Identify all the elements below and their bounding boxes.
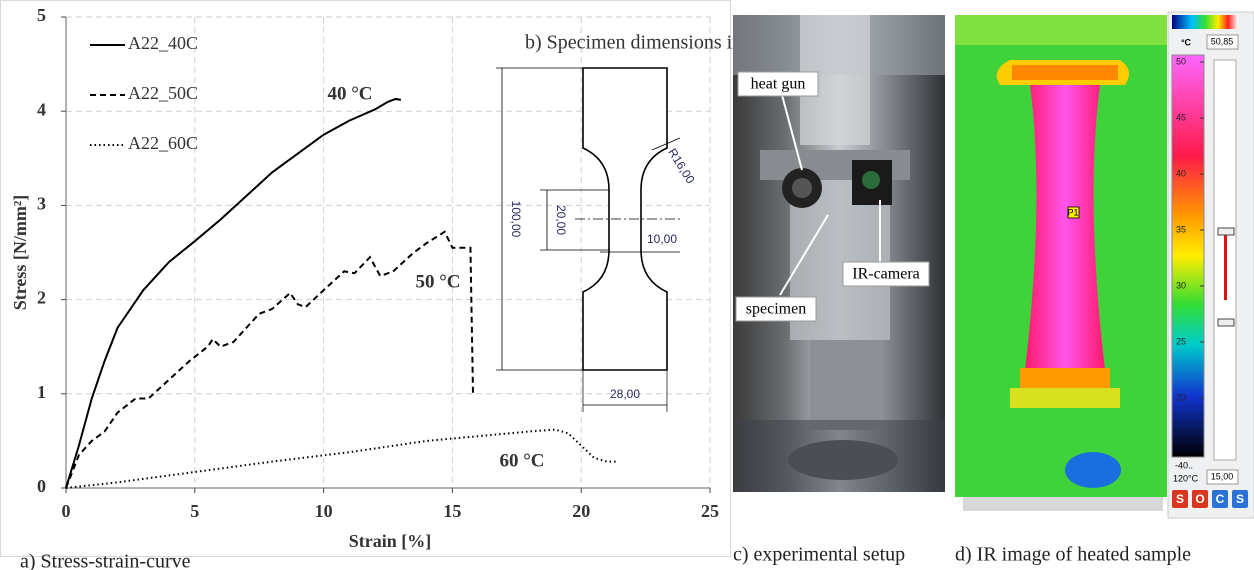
x-tick-label: 5 <box>190 501 199 521</box>
label-box <box>842 261 930 287</box>
ir-controls <box>1167 11 1254 519</box>
specimen-label: specimen <box>746 301 806 318</box>
x-axis-title: Strain [%] <box>349 531 432 551</box>
x-tick-label: 20 <box>572 501 590 521</box>
x-tick-label: 0 <box>62 501 71 521</box>
y-axis-title: Stress [N/mm²] <box>10 195 30 311</box>
scale-label: 45 <box>1176 112 1186 122</box>
scale-label: 35 <box>1176 224 1186 234</box>
min-field: 15,00 <box>1211 471 1234 481</box>
label-box <box>737 71 819 97</box>
y-tick-label: 3 <box>37 194 46 214</box>
chart-frame <box>0 0 731 557</box>
ir-camera-label: IR-camera <box>852 266 920 283</box>
annotation: 60 °C <box>499 450 544 471</box>
button[interactable] <box>1212 490 1228 508</box>
button-label[interactable]: C <box>1216 492 1225 506</box>
max-field: 50,85 <box>1211 36 1234 46</box>
y-tick-label: 0 <box>37 476 46 496</box>
data-line <box>65 428 618 489</box>
radius-label: R16,00 <box>665 146 698 187</box>
length-label: 100,00 <box>509 201 523 238</box>
ir-image <box>955 15 1167 511</box>
scale-label: 50 <box>1176 56 1186 66</box>
annotation: 50 °C <box>415 271 460 292</box>
x-tick-label: 10 <box>315 501 333 521</box>
width-label: 28,00 <box>610 387 640 401</box>
button-label[interactable]: S <box>1236 492 1244 506</box>
scale-label: 30 <box>1176 280 1186 290</box>
setup-arrows <box>779 94 881 296</box>
range-label: 120°C <box>1173 473 1199 483</box>
specimen-title: b) Specimen dimensions in mm <box>525 32 779 54</box>
y-tick-label: 2 <box>37 288 46 308</box>
x-tick-label: 25 <box>701 501 719 521</box>
caption: c) experimental setup <box>733 544 905 566</box>
label-box <box>735 296 817 322</box>
data-line <box>65 230 475 489</box>
neck-length-label: 20,00 <box>554 205 568 235</box>
caption: a) Stress-strain-curve <box>20 551 191 570</box>
y-tick-label: 5 <box>37 5 46 25</box>
x-tick-label: 15 <box>443 501 461 521</box>
scale-label: 25 <box>1176 336 1186 346</box>
button[interactable] <box>1172 490 1188 508</box>
neck-width-label: 10,00 <box>647 232 677 246</box>
marker-box <box>1067 206 1080 219</box>
y-tick-label: 1 <box>37 382 46 402</box>
caption: d) IR image of heated sample <box>955 544 1191 566</box>
button-label[interactable]: S <box>1176 492 1184 506</box>
unit-label: °C <box>1181 37 1192 47</box>
data-line <box>65 97 402 489</box>
specimen-drawing <box>496 67 681 412</box>
scale-label: 20 <box>1176 392 1186 402</box>
legend-label: A22_60C <box>128 133 198 153</box>
button-label[interactable]: O <box>1195 492 1204 506</box>
button[interactable] <box>1232 490 1248 508</box>
marker-label: P1 <box>1067 207 1078 217</box>
y-tick-label: 4 <box>37 99 46 119</box>
stress-strain-chart: 0 1 2 3 4 5 0 5 10 15 20 25 Strain [%] Stress [N/mm²]… <box>10 5 719 551</box>
legend-label: A22_50C <box>128 83 198 103</box>
setup-photo <box>733 15 945 492</box>
ir-scale: 50 45 40 35 30 25 20 <box>1176 56 1204 402</box>
heat-gun-label: heat gun <box>751 76 806 93</box>
scale-label: 40 <box>1176 168 1186 178</box>
low-label: -40.. <box>1175 460 1193 470</box>
legend-label: A22_40C <box>128 33 198 53</box>
annotation: 40 °C <box>327 83 372 104</box>
button[interactable] <box>1192 490 1208 508</box>
